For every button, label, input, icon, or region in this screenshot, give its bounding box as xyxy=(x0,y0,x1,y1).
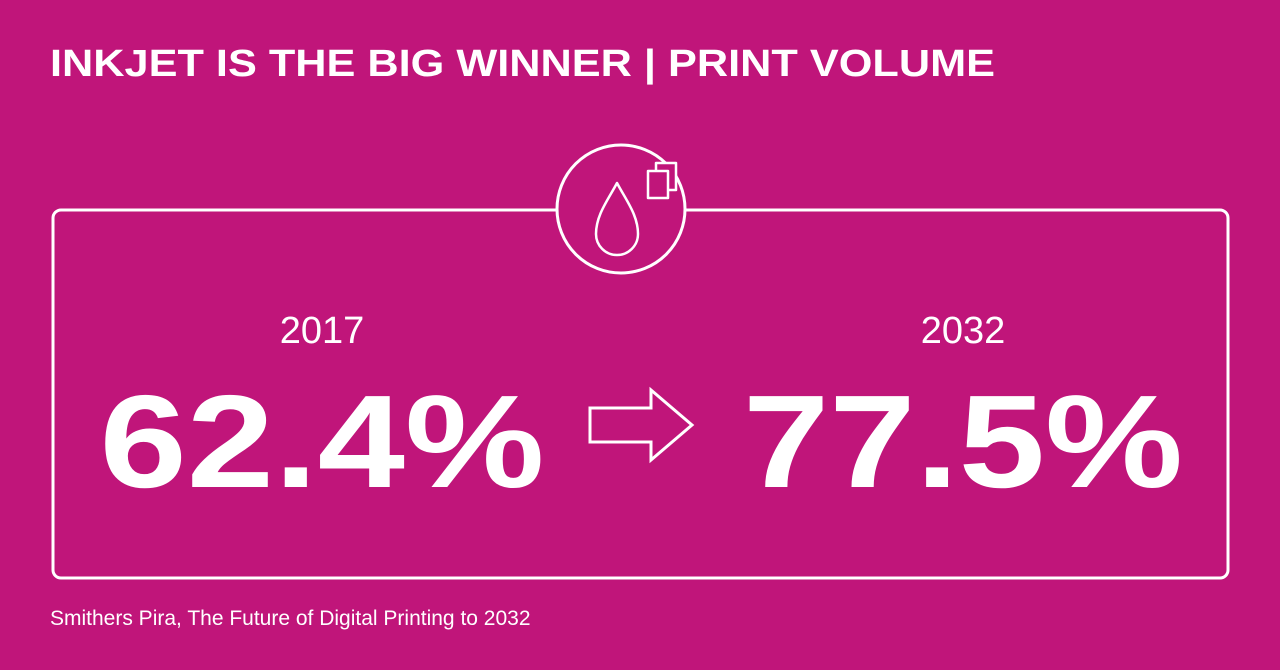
value-before: 62.4% xyxy=(100,368,545,515)
value-after: 77.5% xyxy=(743,368,1183,515)
inkjet-icon xyxy=(594,161,678,257)
year-before: 2017 xyxy=(280,310,365,352)
year-after: 2032 xyxy=(921,310,1006,352)
title: INKJET IS THE BIG WINNER | PRINT VOLUME xyxy=(50,43,995,85)
source: Smithers Pira, The Future of Digital Pri… xyxy=(50,607,531,630)
arrow xyxy=(588,386,695,464)
